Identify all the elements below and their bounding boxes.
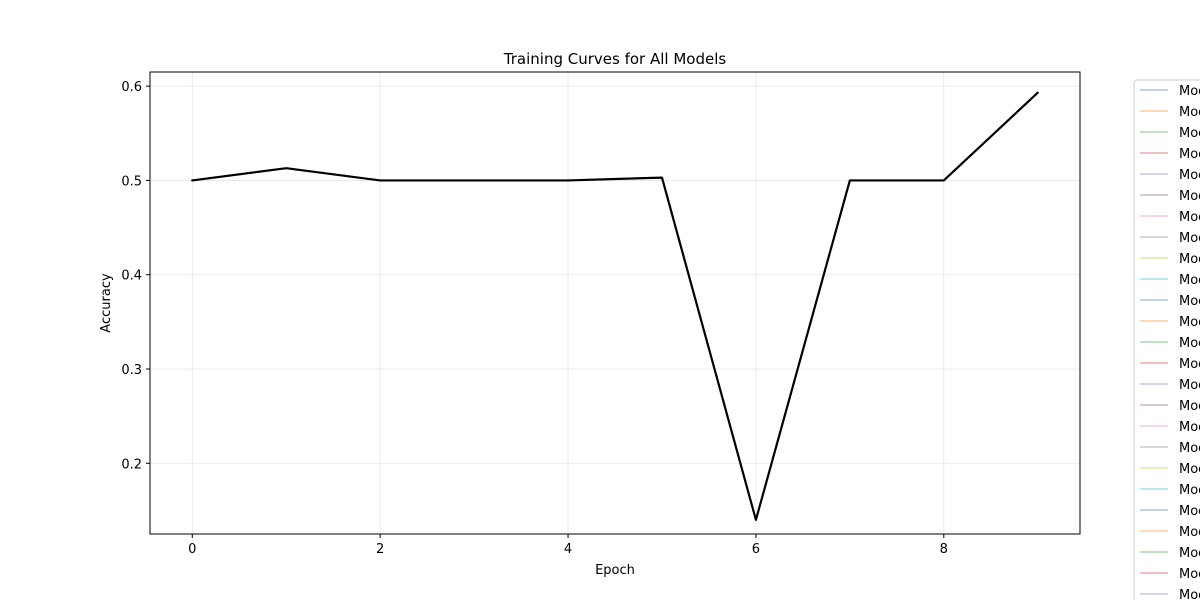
legend-entry-label: Moc <box>1179 252 1200 267</box>
legend-entry-label: Moc <box>1179 546 1200 561</box>
legend-entry-label: Moc <box>1179 399 1200 414</box>
legend-entry-label: Moc <box>1179 105 1200 120</box>
y-tick-label: 0.2 <box>121 457 142 472</box>
series-lines <box>191 91 1039 521</box>
x-tick-label: 4 <box>564 542 572 557</box>
legend-entry-label: Moc <box>1179 84 1200 99</box>
legend-entry-label: Moc <box>1179 504 1200 519</box>
legend-entry-label: Moc <box>1179 588 1200 600</box>
legend-entry-label: Moc <box>1179 441 1200 456</box>
legend-entry-label: Moc <box>1179 357 1200 372</box>
legend-entry-label: Moc <box>1179 294 1200 309</box>
legend-entry-label: Moc <box>1179 315 1200 330</box>
y-tick-label: 0.6 <box>121 80 142 95</box>
y-tick-label: 0.3 <box>121 363 142 378</box>
y-axis-label: Accuracy <box>99 273 114 333</box>
legend-entries: Moc Moc Moc Moc Moc Moc Moc Moc Moc Moc Moc Moc Moc M… <box>1140 84 1200 603</box>
legend-entry-label: Moc <box>1179 210 1200 225</box>
legend-entry-label: Moc <box>1179 273 1200 288</box>
y-tick-label: 0.4 <box>121 269 142 284</box>
legend-entry-label: Moc <box>1179 462 1200 477</box>
chart-title: Training Curves for All Models <box>503 50 727 68</box>
legend-entry-label: Moc <box>1179 231 1200 246</box>
legend-entry-label: Moc <box>1179 567 1200 582</box>
x-axis-label: Epoch <box>595 563 635 578</box>
x-tick-label: 6 <box>752 542 760 557</box>
legend-entry-label: Moc <box>1179 189 1200 204</box>
x-tick-label: 8 <box>940 542 948 557</box>
legend-entry-label: Moc <box>1179 147 1200 162</box>
legend-entry-label: Moc <box>1179 525 1200 540</box>
legend-entry-label: Moc <box>1179 168 1200 183</box>
legend: Moc Moc Moc Moc Moc Moc Moc Moc Moc Moc Moc Moc Moc M… <box>1133 79 1200 604</box>
x-tick-label: 2 <box>376 542 384 557</box>
legend-frame <box>1133 79 1200 604</box>
legend-entry-label: Moc <box>1179 378 1200 393</box>
plot-frame <box>149 71 1081 535</box>
legend-entry-label: Moc <box>1179 126 1200 141</box>
x-tick-label: 0 <box>188 542 196 557</box>
y-tick-label: 0.5 <box>121 174 142 189</box>
legend-entry-label: Moc <box>1179 483 1200 498</box>
axis-ticks: 0 2 4 6 8 0.2 0.3 0.4 0.5 0.6 <box>121 80 948 557</box>
legend-entry-label: Moc <box>1179 336 1200 351</box>
legend-entry-label: Moc <box>1179 420 1200 435</box>
series-line <box>191 91 1039 521</box>
